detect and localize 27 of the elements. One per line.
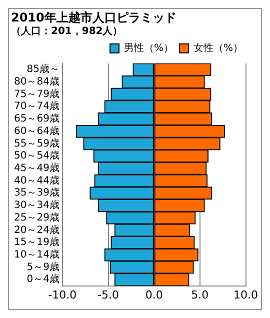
y-tick-label: 5～9歳 <box>26 260 60 273</box>
y-tick-label: 10～14歳 <box>14 248 60 261</box>
y-tick-label: 50～54歳 <box>14 150 60 162</box>
x-tick-label: 5.0 <box>191 288 209 302</box>
x-tick-label: -10.0 <box>48 288 77 302</box>
y-tick-label: 20～24歳 <box>14 224 60 236</box>
y-tick-label: 60～64歳 <box>14 124 60 137</box>
y-tick-label: 70～74歳 <box>14 100 60 112</box>
legend-label: 女性（%） <box>194 42 244 54</box>
y-tick-label: 75～79歳 <box>14 88 60 100</box>
y-tick-label: 65～69歳 <box>14 112 60 125</box>
y-tick-label: 30～34歳 <box>14 199 60 212</box>
y-tick-label: 35～39歳 <box>14 186 60 199</box>
y-tick-label: 25～29歳 <box>14 211 60 224</box>
chart-subtitle: （人口：201，982人） <box>11 24 123 37</box>
x-tick-label: -5.0 <box>98 288 120 302</box>
y-tick-label: 85歳～ <box>26 63 60 76</box>
y-tick-label: 40～44歳 <box>14 174 60 186</box>
y-tick-label: 0～4歳 <box>26 273 60 286</box>
y-tick-label: 15～19歳 <box>14 236 60 248</box>
x-tick-label: 10.0 <box>234 288 258 302</box>
chart-title: 2010年上越市人口ピラミッド <box>11 10 176 24</box>
y-tick-label: 55～59歳 <box>14 137 60 150</box>
x-tick-label: 0.0 <box>145 288 163 302</box>
y-tick-label: 45～49歳 <box>14 162 60 174</box>
legend-label: 男性（%） <box>124 42 174 54</box>
y-tick-label: 80～84歳 <box>14 76 60 88</box>
